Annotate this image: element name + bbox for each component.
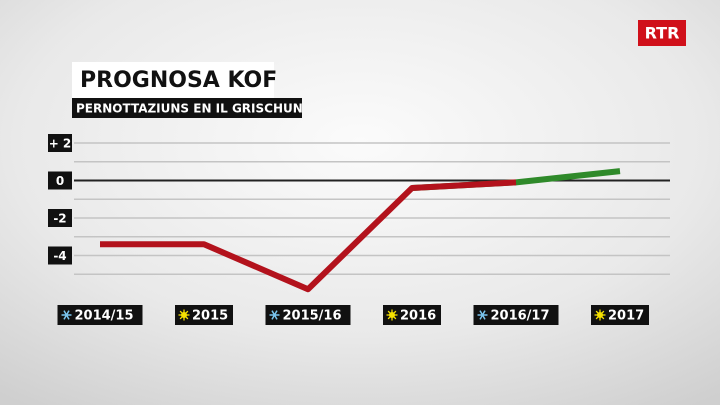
chart-subtitle: PERNOTTAZIUNS EN IL GRISCHUN — [76, 102, 303, 116]
x-tick-box — [265, 305, 351, 325]
x-tick-box — [175, 305, 233, 325]
snow-icon — [63, 310, 70, 320]
subtitle-box — [72, 98, 302, 118]
y-tick-label: -2 — [53, 212, 66, 226]
y-tick-box — [48, 246, 72, 265]
y-tick-label: -4 — [53, 249, 66, 263]
x-tick-label: 2014/15 — [75, 309, 134, 324]
x-tick-box — [473, 305, 559, 325]
sun-icon — [389, 312, 395, 318]
sun-icon — [181, 312, 187, 318]
x-tick-label: 2016/17 — [491, 309, 550, 324]
x-tick-label: 2017 — [608, 309, 644, 324]
x-tick-label: 2015 — [192, 309, 228, 324]
y-tick-label: 0 — [56, 174, 64, 188]
snow-icon — [271, 310, 278, 320]
x-tick-label: 2016 — [400, 309, 436, 324]
logo: RTR — [645, 24, 680, 43]
snow-icon — [479, 310, 486, 320]
x-tick-box — [383, 305, 441, 325]
title-box — [72, 62, 274, 98]
logo-box — [638, 20, 686, 46]
y-tick-label: + 2 — [49, 137, 72, 151]
sun-icon — [597, 312, 603, 318]
y-tick-box — [48, 171, 72, 190]
x-tick-box — [57, 305, 143, 325]
x-tick-label: 2015/16 — [283, 309, 342, 324]
y-tick-box — [48, 209, 72, 227]
y-tick-box — [48, 134, 72, 152]
chart-title: PROGNOSA KOF — [80, 68, 277, 93]
data-line — [100, 179, 517, 293]
x-tick-box — [591, 305, 649, 325]
